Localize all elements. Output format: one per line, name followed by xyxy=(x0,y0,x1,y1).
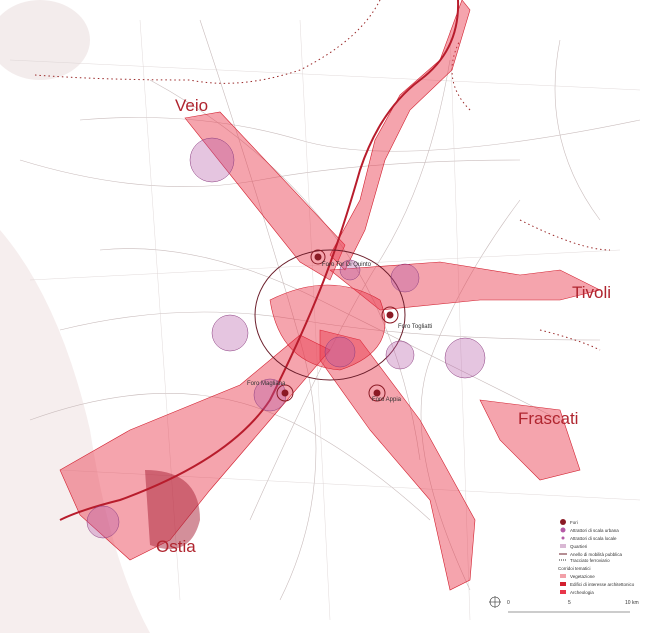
legend: Fori Attrattori di scala urbana Attratto… xyxy=(558,519,635,595)
place-label: Veio xyxy=(175,96,208,115)
boundary-lines xyxy=(34,0,611,351)
ostia-area xyxy=(145,470,200,550)
legend-item: Attrattori di scala locale xyxy=(570,536,617,541)
attractors xyxy=(86,137,486,539)
place-label: Ostia xyxy=(156,537,196,556)
place-label: Frascati xyxy=(518,409,578,428)
legend-item: Edifici di interesse architettonico xyxy=(570,582,635,587)
legend-section: Corridoi tematici xyxy=(558,566,591,571)
legend-item: Anello di mobilità pubblica xyxy=(570,552,623,557)
legend-item: Fori xyxy=(570,520,578,525)
foro-label: Foro Tor Di Quinto xyxy=(322,262,372,268)
scale-label: 5 xyxy=(568,600,571,606)
corridors xyxy=(59,0,601,591)
legend-item: Archeologia xyxy=(570,590,594,595)
foro-label: Foro Togliatti xyxy=(398,324,432,330)
legend-item: Quartieri xyxy=(570,544,587,549)
foro-label: Foro Magliana xyxy=(247,381,286,387)
legend-item: Attrattori di scala urbana xyxy=(570,528,619,533)
river xyxy=(59,0,460,521)
mobility-ring xyxy=(254,249,406,381)
scale-bar: 0 5 10 km xyxy=(489,596,639,613)
scale-label: 10 km xyxy=(625,600,639,606)
fori-markers xyxy=(276,249,399,402)
legend-item: Vegetazione xyxy=(570,574,595,579)
legend-item: Tracciato ferroviario xyxy=(570,558,610,563)
scale-label: 0 xyxy=(507,600,510,606)
place-label: Tivoli xyxy=(572,283,611,302)
foro-label: Foro Appia xyxy=(372,397,402,403)
